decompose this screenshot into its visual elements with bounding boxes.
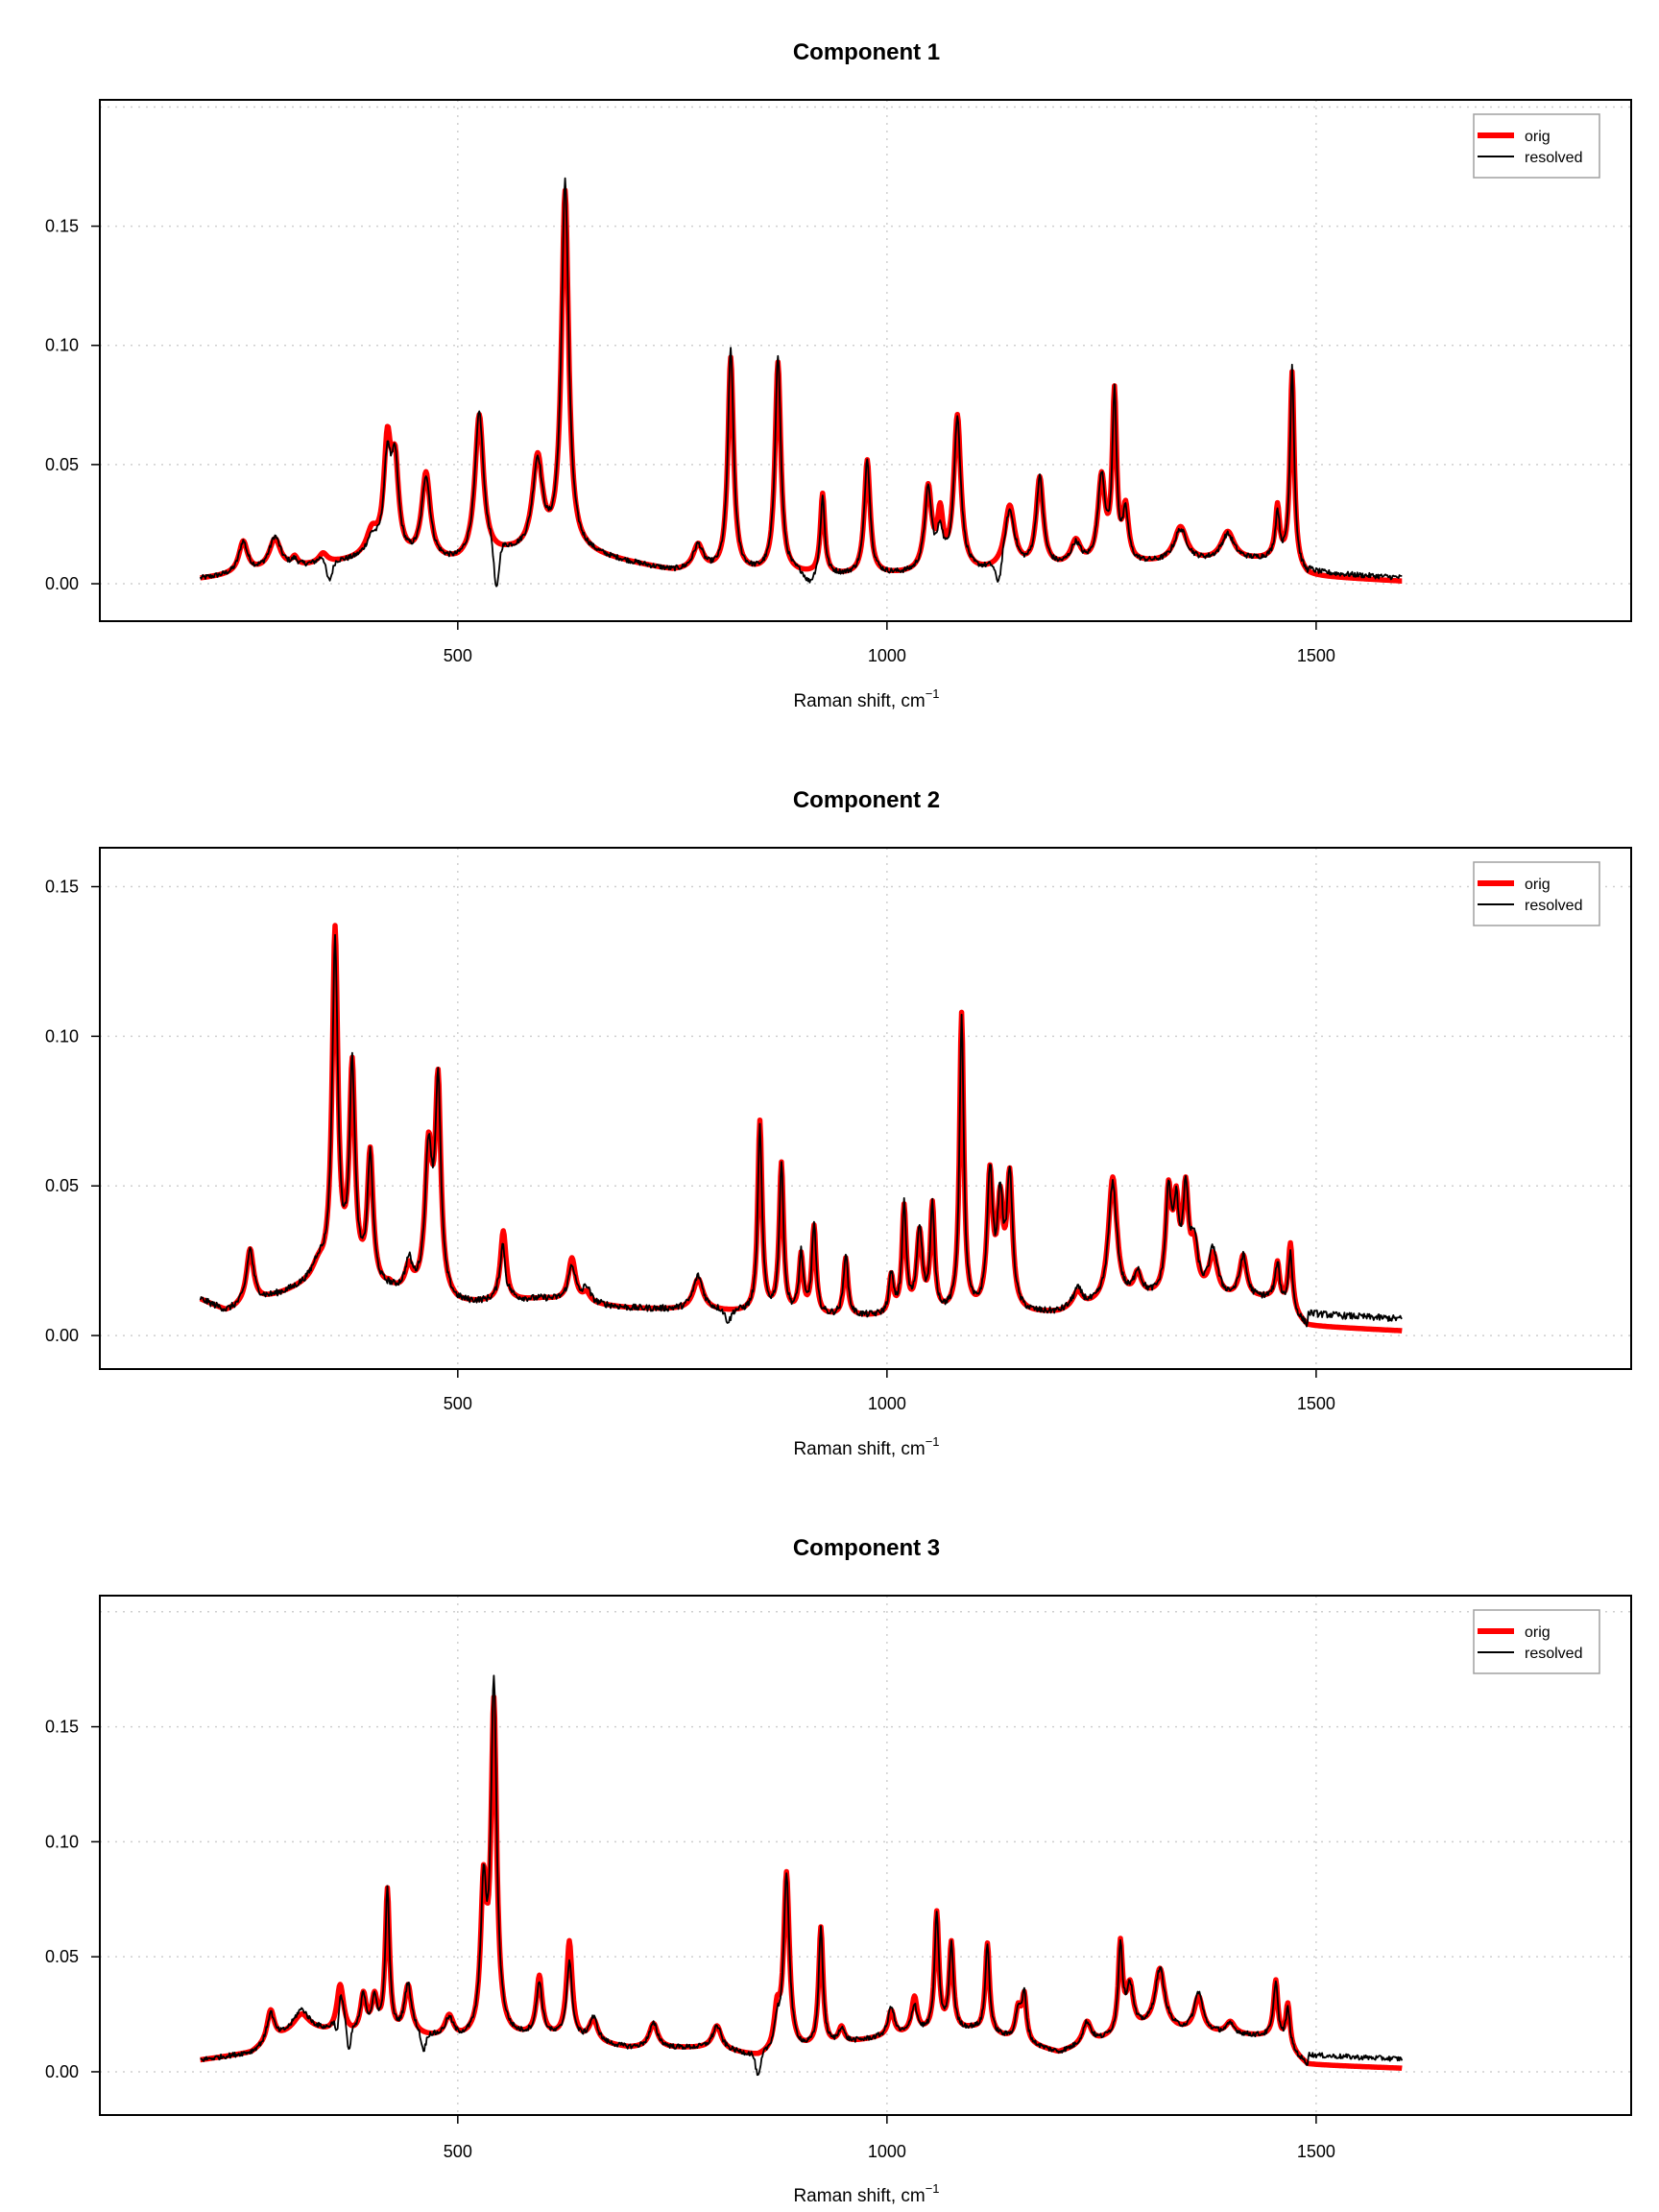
plot-frame xyxy=(99,99,1632,622)
plot-frame xyxy=(99,1595,1632,2116)
y-tick-label: 0.00 xyxy=(45,1326,79,1345)
legend-resolved-label: resolved xyxy=(1525,898,1582,914)
series-resolved-line xyxy=(200,1674,1404,2077)
y-tick-label: 0.15 xyxy=(45,217,79,236)
chart-title: Component 3 xyxy=(793,1535,940,1561)
y-tick-label: 0.10 xyxy=(45,1026,79,1046)
legend: orig resolved xyxy=(1473,113,1600,179)
x-axis-label: Raman shift, cm−1 xyxy=(793,1434,939,1459)
legend-box xyxy=(1473,1609,1600,1674)
legend: orig resolved xyxy=(1473,861,1600,926)
x-tick-label: 1500 xyxy=(1297,646,1335,665)
x-axis-label-text: Raman shift, cm xyxy=(793,1439,925,1459)
x-tick-label: 1000 xyxy=(868,2142,906,2161)
legend-box xyxy=(1473,113,1600,179)
series-resolved-line xyxy=(199,177,1403,588)
legend: orig resolved xyxy=(1473,1609,1600,1674)
legend-orig-label: orig xyxy=(1525,877,1551,893)
x-tick-label: 1500 xyxy=(1297,1394,1335,1413)
x-axis-label-text: Raman shift, cm xyxy=(793,2186,925,2206)
grid-lines xyxy=(100,100,1631,621)
grid-lines xyxy=(100,1596,1631,2115)
series-resolved-line xyxy=(199,933,1403,1328)
x-tick-label: 1500 xyxy=(1297,2142,1335,2161)
x-tick-label: 500 xyxy=(444,646,472,665)
x-axis-label-superscript: −1 xyxy=(926,686,940,701)
legend-resolved-label: resolved xyxy=(1525,1646,1582,1662)
panel-component-1: Component 1 0.00 0.05 0.10 0.15 500 1000 1500 Ra… xyxy=(45,39,1632,711)
x-axis-label: Raman shift, cm−1 xyxy=(793,686,939,711)
x-axis-label-text: Raman shift, cm xyxy=(793,691,925,711)
panel-component-3: Component 3 0.00 0.05 0.10 0.15 500 1000 1500 Ra… xyxy=(45,1535,1632,2206)
x-tick-label: 1000 xyxy=(868,1394,906,1413)
y-tick-label: 0.05 xyxy=(45,1947,79,1966)
y-tick-label: 0.00 xyxy=(45,574,79,593)
x-axis-label-superscript: −1 xyxy=(926,1434,940,1449)
series-orig-line xyxy=(198,923,1405,1334)
legend-box xyxy=(1473,861,1600,926)
legend-resolved-label: resolved xyxy=(1525,150,1582,166)
x-axis-label-superscript: −1 xyxy=(926,2181,940,2196)
y-tick-label: 0.15 xyxy=(45,1718,79,1737)
series-orig-line xyxy=(198,1694,1405,2071)
plot-frame xyxy=(99,847,1632,1370)
x-axis-label: Raman shift, cm−1 xyxy=(793,2181,939,2206)
x-tick-label: 500 xyxy=(444,2142,472,2161)
legend-orig-label: orig xyxy=(1525,129,1551,145)
x-tick-label: 500 xyxy=(444,1394,472,1413)
legend-orig-label: orig xyxy=(1525,1624,1551,1641)
y-tick-label: 0.15 xyxy=(45,878,79,897)
panel-component-2: Component 2 0.00 0.05 0.10 0.15 500 1000 1500 Ra… xyxy=(45,787,1632,1459)
y-tick-label: 0.10 xyxy=(45,336,79,355)
y-tick-label: 0.05 xyxy=(45,455,79,474)
y-tick-label: 0.05 xyxy=(45,1176,79,1195)
y-tick-label: 0.10 xyxy=(45,1832,79,1851)
chart-title: Component 2 xyxy=(793,787,940,813)
x-tick-label: 1000 xyxy=(868,646,906,665)
chart-title: Component 1 xyxy=(793,39,940,65)
y-tick-label: 0.00 xyxy=(45,2062,79,2081)
